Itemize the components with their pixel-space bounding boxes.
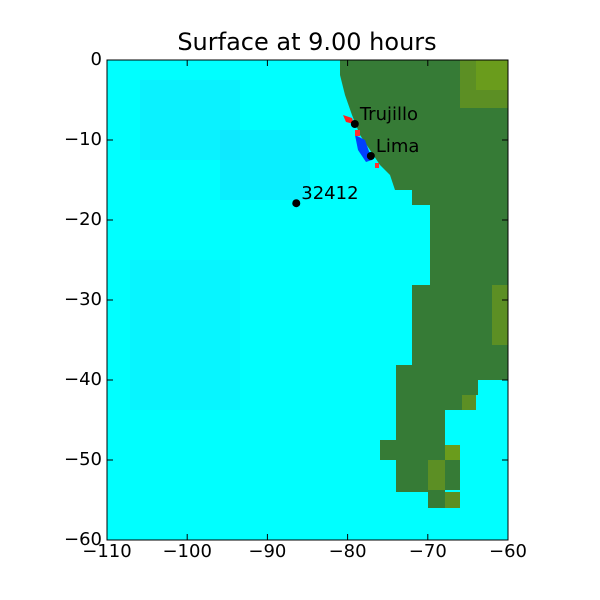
wave bbox=[375, 163, 379, 168]
x-tick-label: −90 bbox=[248, 541, 286, 562]
x-tick-label: −60 bbox=[489, 541, 527, 562]
land-highland bbox=[428, 460, 445, 490]
land-highland bbox=[492, 285, 508, 345]
place-label: Trujillo bbox=[359, 104, 418, 125]
y-tick-label: −30 bbox=[64, 289, 102, 310]
map-area bbox=[106, 59, 509, 541]
chart-title: Surface at 9.00 hours bbox=[177, 28, 436, 56]
land-highland bbox=[445, 492, 460, 508]
y-tick-label: −60 bbox=[64, 529, 102, 550]
land-highland bbox=[476, 60, 508, 90]
place-marker bbox=[292, 199, 301, 208]
place-marker bbox=[366, 152, 375, 160]
x-tick-label: −100 bbox=[162, 541, 211, 562]
ocean-shade bbox=[220, 130, 310, 200]
place-label: 32412 bbox=[301, 183, 358, 204]
x-tick-label: −80 bbox=[329, 541, 367, 562]
ocean-shade bbox=[130, 260, 240, 410]
land-highland bbox=[462, 395, 476, 410]
wave bbox=[343, 115, 354, 124]
place-marker bbox=[350, 120, 359, 128]
y-tick-label: −50 bbox=[64, 449, 102, 470]
land bbox=[340, 60, 508, 508]
land-highland bbox=[445, 445, 460, 460]
x-tick-label: −70 bbox=[409, 541, 447, 562]
x-tick-label: −110 bbox=[82, 541, 131, 562]
wave bbox=[355, 130, 360, 136]
y-tick-label: −10 bbox=[64, 129, 102, 150]
place-label: Lima bbox=[376, 136, 420, 157]
y-tick-label: 0 bbox=[91, 49, 102, 70]
y-tick-label: −40 bbox=[64, 369, 102, 390]
y-tick-label: −20 bbox=[64, 209, 102, 230]
